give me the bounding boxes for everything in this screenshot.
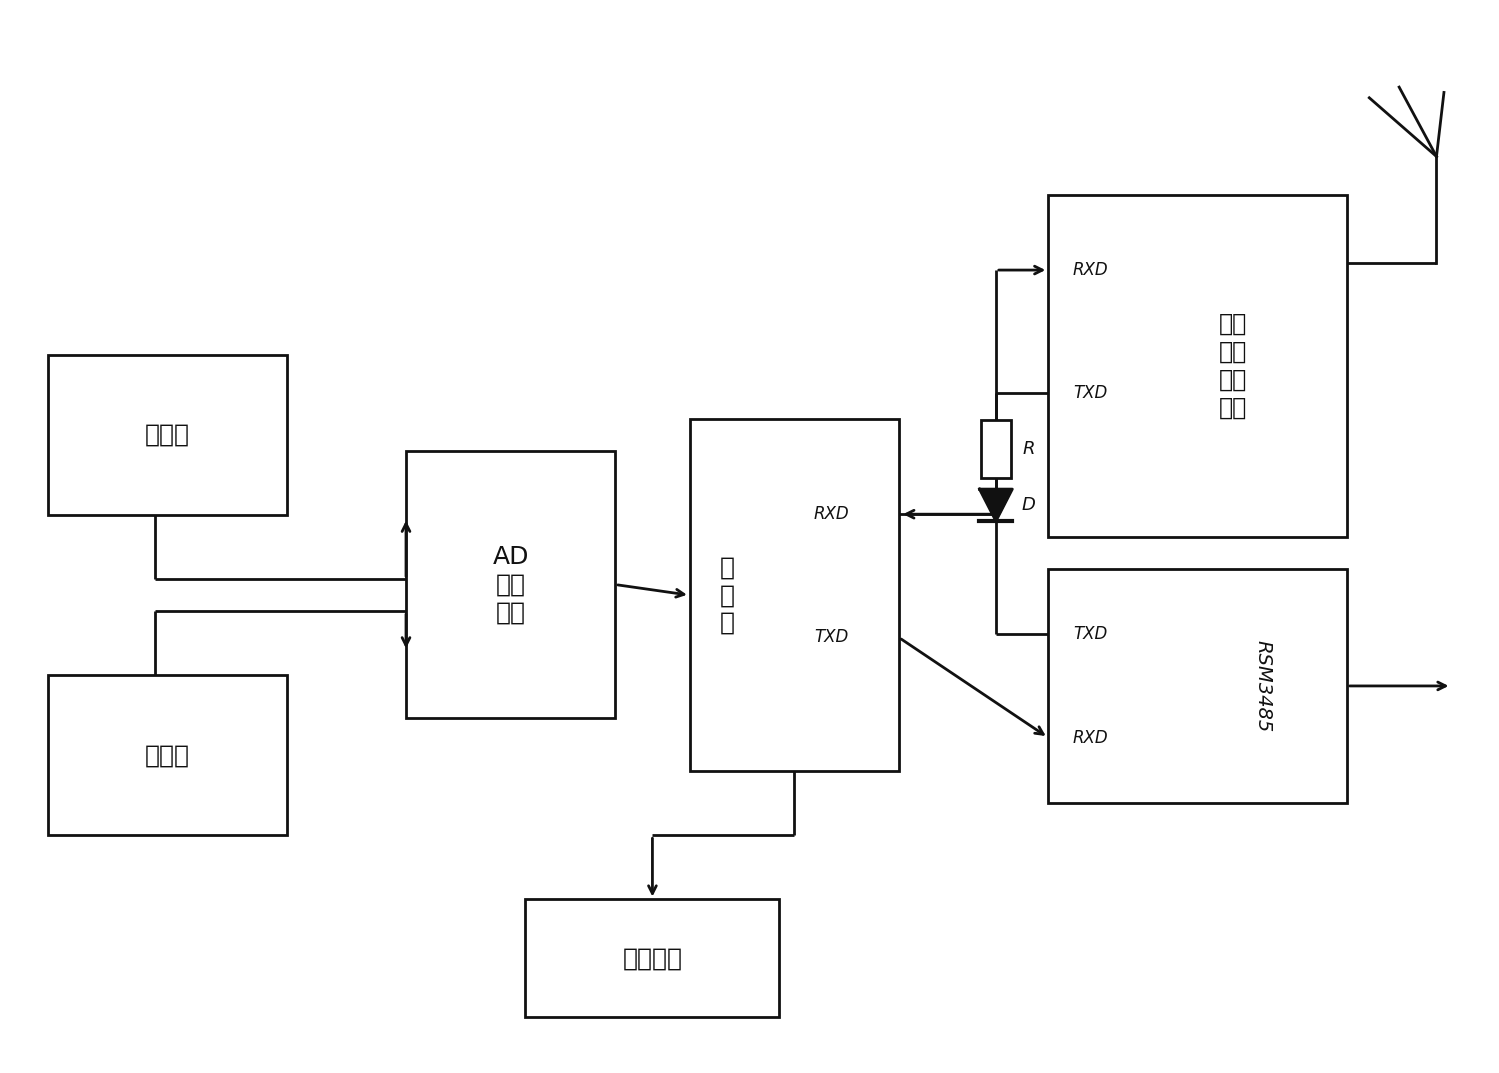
Text: 单
片
机: 单 片 机 bbox=[720, 556, 735, 635]
Polygon shape bbox=[979, 489, 1012, 521]
Text: RXD: RXD bbox=[1072, 261, 1108, 279]
Text: TXD: TXD bbox=[1073, 626, 1108, 644]
Text: RXD: RXD bbox=[814, 505, 850, 524]
Text: 传感器: 传感器 bbox=[144, 744, 189, 767]
Text: AD
转换
模块: AD 转换 模块 bbox=[492, 545, 529, 624]
Bar bbox=[980, 420, 1010, 479]
Bar bbox=[406, 451, 615, 718]
Text: 传感器: 传感器 bbox=[144, 423, 189, 447]
Text: RXD: RXD bbox=[1072, 729, 1108, 747]
Text: TXD: TXD bbox=[1073, 384, 1108, 402]
Text: R: R bbox=[1022, 440, 1034, 458]
Bar bbox=[526, 899, 779, 1017]
Bar bbox=[48, 355, 286, 515]
Text: TXD: TXD bbox=[814, 629, 848, 646]
Text: 无线
数据
传输
模块: 无线 数据 传输 模块 bbox=[1219, 312, 1247, 420]
Bar bbox=[1048, 195, 1348, 536]
Text: 液晶模块: 液晶模块 bbox=[622, 946, 682, 970]
Bar bbox=[690, 420, 899, 771]
Text: RSM3485: RSM3485 bbox=[1253, 640, 1273, 732]
Text: D: D bbox=[1022, 496, 1036, 514]
Bar bbox=[48, 675, 286, 836]
Bar bbox=[1048, 569, 1348, 804]
